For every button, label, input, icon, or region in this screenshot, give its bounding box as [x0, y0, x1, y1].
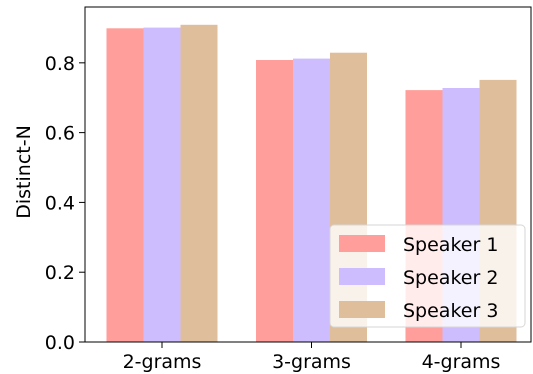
legend-swatch: [339, 235, 385, 252]
bar-speaker-2-3-grams: [293, 58, 330, 342]
axes-group: 0.0 0.2 0.4 0.6 0.8 2-grams 3-grams 4-grams: [45, 6, 532, 373]
bar-speaker-1-2-grams: [106, 28, 144, 343]
legend-label: Speaker 2: [403, 267, 498, 289]
legend: Speaker 1 Speaker 2 Speaker 3: [329, 224, 526, 328]
legend-swatch: [339, 268, 385, 285]
legend-swatch: [339, 301, 385, 318]
legend-label: Speaker 1: [403, 234, 498, 256]
bar-speaker-1-3-grams: [256, 60, 293, 342]
y-axis-title: Distinct-N: [13, 125, 35, 219]
x-tick-label: 4-grams: [422, 351, 501, 373]
y-tick-label: 0.4: [45, 192, 75, 214]
y-tick-label: 0.0: [45, 332, 75, 354]
x-tick-label: 3-grams: [272, 351, 351, 373]
y-tick-label: 0.6: [45, 123, 75, 145]
y-tick-label: 0.2: [45, 262, 75, 284]
plot-frame: [84, 6, 532, 343]
legend-label: Speaker 3: [403, 300, 498, 322]
x-tick-label: 2-grams: [123, 351, 202, 373]
y-tick-label: 0.8: [45, 53, 75, 75]
bar-speaker-2-2-grams: [143, 27, 181, 342]
bar-speaker-3-2-grams: [180, 24, 218, 343]
